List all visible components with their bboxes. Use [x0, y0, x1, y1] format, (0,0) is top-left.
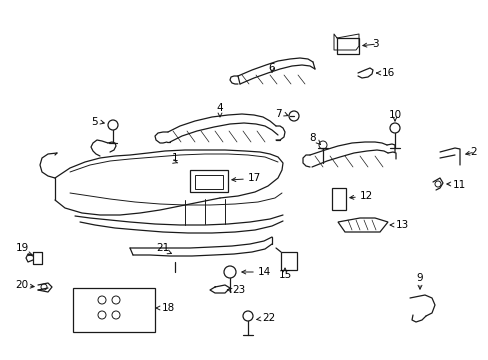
Text: 12: 12: [359, 191, 372, 201]
Text: 3: 3: [371, 39, 378, 49]
Text: 14: 14: [258, 267, 271, 277]
Text: 6: 6: [268, 63, 275, 73]
Bar: [190, 170, 227, 192]
Text: 11: 11: [452, 180, 465, 190]
Text: 16: 16: [381, 68, 394, 78]
Text: 15: 15: [278, 270, 291, 280]
Text: 2: 2: [469, 147, 476, 157]
Bar: [336, 38, 358, 54]
Text: 22: 22: [262, 313, 275, 323]
Bar: [195, 175, 223, 189]
Bar: [73, 288, 155, 332]
Text: 5: 5: [91, 117, 98, 127]
Text: 13: 13: [395, 220, 408, 230]
Text: 20: 20: [16, 280, 28, 290]
Text: 9: 9: [416, 273, 423, 283]
Text: 17: 17: [247, 173, 261, 183]
Text: 10: 10: [387, 110, 401, 120]
Text: 18: 18: [162, 303, 175, 313]
Text: 1: 1: [171, 153, 178, 163]
Text: 4: 4: [216, 103, 223, 113]
Text: 8: 8: [309, 133, 316, 143]
Bar: [281, 252, 296, 270]
Text: 23: 23: [231, 285, 245, 295]
Text: 7: 7: [275, 109, 282, 119]
Bar: [331, 188, 346, 210]
Text: 19: 19: [15, 243, 29, 253]
Text: 21: 21: [156, 243, 169, 253]
